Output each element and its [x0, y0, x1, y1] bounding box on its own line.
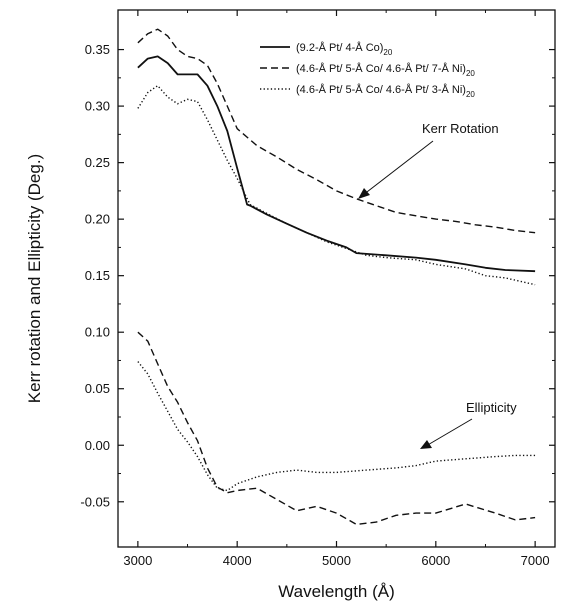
legend-label: (4.6-Å Pt/ 5-Å Co/ 4.6-Å Pt/ 3-Å Ni)20	[296, 83, 475, 99]
y-tick-label: 0.15	[85, 268, 110, 283]
annotation-ellipticity-arrow	[425, 418, 473, 447]
y-tick-label: 0.35	[85, 42, 110, 57]
legend-label-subscript: 20	[383, 48, 392, 57]
annotation-kerr-rotation: Kerr Rotation	[358, 121, 499, 199]
x-tick-label: 3000	[123, 553, 152, 568]
series-line-dotted-4	[137, 361, 536, 492]
series-layer	[137, 28, 536, 526]
series-line-dashed-3	[137, 331, 536, 526]
annotation-ellipticity: Ellipticity	[420, 400, 517, 449]
y-tick-label: 0.30	[85, 99, 110, 114]
y-axis-ticks: -0.05 0.00 0.05 0.10 0.15 0.20 0.25 0.30 0.35	[80, 42, 555, 509]
x-axis-ticks: 3000 4000 5000 6000 7000	[123, 10, 550, 568]
x-tick-label: 4000	[223, 553, 252, 568]
legend-label: (4.6-Å Pt/ 5-Å Co/ 4.6-Å Pt/ 7-Å Ni)20	[296, 62, 475, 78]
legend-label-subscript: 20	[466, 90, 475, 99]
y-tick-label: 0.25	[85, 155, 110, 170]
annotation-ellipticity-label: Ellipticity	[466, 400, 517, 415]
legend-label: (9.2-Å Pt/ 4-Å Co)20	[296, 41, 393, 57]
annotation-kerr-rotation-label: Kerr Rotation	[422, 121, 499, 136]
y-axis-title: Kerr rotation and Ellipticity (Deg.)	[25, 154, 44, 403]
annotation-ellipticity-arrowhead	[420, 440, 432, 449]
series-line-solid-0	[137, 55, 536, 273]
legend-label-subscript: 20	[466, 69, 475, 78]
series-line-dotted-2	[137, 84, 536, 286]
series-line-dashed-1	[137, 28, 536, 234]
x-tick-label: 6000	[421, 553, 450, 568]
annotation-kerr-rotation-arrowhead	[358, 188, 370, 199]
x-axis-title: Wavelength (Å)	[278, 582, 395, 601]
annotation-kerr-rotation-arrow	[362, 140, 434, 196]
y-tick-label: 0.05	[85, 381, 110, 396]
x-tick-label: 5000	[322, 553, 351, 568]
legend: (9.2-Å Pt/ 4-Å Co)20 (4.6-Å Pt/ 5-Å Co/ 4…	[260, 41, 475, 99]
x-tick-label: 7000	[521, 553, 550, 568]
y-tick-label: 0.10	[85, 325, 110, 340]
y-tick-label: 0.00	[85, 438, 110, 453]
y-tick-label: 0.20	[85, 212, 110, 227]
y-tick-label: -0.05	[80, 494, 110, 509]
